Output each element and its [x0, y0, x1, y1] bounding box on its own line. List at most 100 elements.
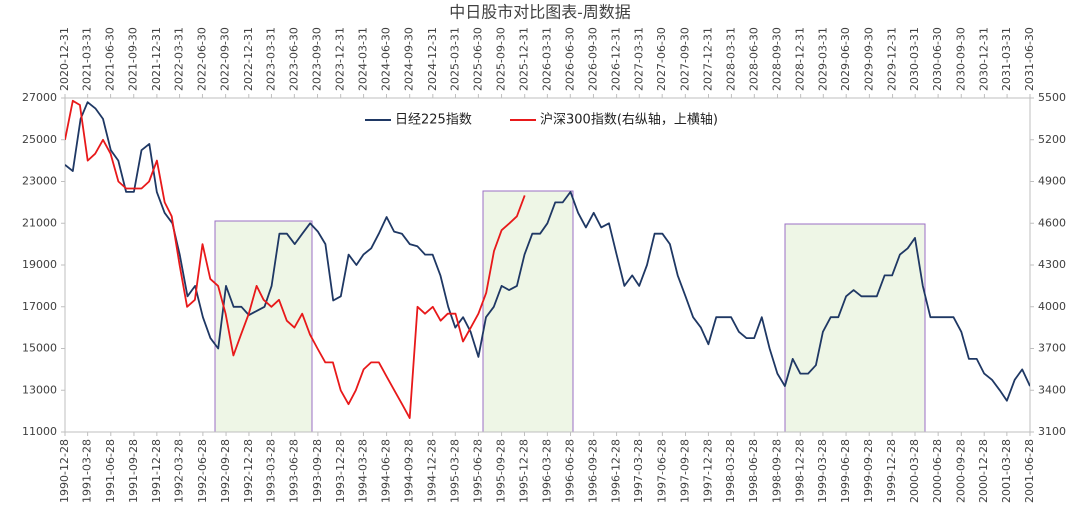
x-tick-label: 1999-03-28: [816, 439, 829, 503]
y2-tick-label: 4600: [1038, 216, 1066, 229]
x-tick-label: 1996-03-28: [540, 439, 553, 503]
x-tick-label: 1995-03-28: [448, 439, 461, 503]
x2-tick-label: 2030-12-31: [977, 27, 990, 91]
x-tick-label: 1998-03-28: [724, 439, 737, 503]
highlight-box: [482, 190, 574, 433]
y2-tick-label: 4900: [1038, 175, 1066, 188]
x-tick-label: 1998-12-28: [793, 439, 806, 503]
x2-tick-label: 2026-03-31: [540, 27, 553, 91]
x-tick-label: 1991-03-28: [81, 439, 94, 503]
x2-tick-label: 2022-12-31: [242, 27, 255, 91]
x-tick-label: 1996-12-28: [610, 439, 623, 503]
x2-tick-label: 2024-06-30: [379, 27, 392, 91]
x2-tick-label: 2029-03-31: [816, 27, 829, 91]
x2-tick-label: 2021-06-30: [104, 27, 117, 91]
x2-tick-label: 2026-06-30: [563, 27, 576, 91]
x-tick-label: 1994-09-28: [403, 439, 416, 503]
x2-tick-label: 2026-12-31: [610, 27, 623, 91]
x-tick-label: 1999-09-28: [862, 439, 875, 503]
x2-tick-label: 2025-06-30: [471, 27, 484, 91]
x2-tick-label: 2028-12-31: [794, 27, 807, 91]
x2-tick-label: 2021-03-31: [81, 27, 94, 91]
x-tick-label: 1992-03-28: [173, 439, 186, 503]
x2-tick-label: 2029-09-30: [862, 27, 875, 91]
x-tick-label: 1993-06-28: [288, 439, 301, 503]
series-line: [65, 99, 526, 419]
x-tick-label: 1997-03-28: [632, 439, 645, 503]
x2-tick-label: 2023-09-30: [311, 27, 324, 91]
x-tick-label: 1993-12-28: [334, 439, 347, 503]
highlight-box: [784, 223, 926, 433]
x2-tick-label: 2023-12-31: [334, 27, 347, 91]
highlight-boxes: [214, 190, 926, 433]
x2-tick-label: 2027-06-30: [655, 27, 668, 91]
x-tick-label: 1996-06-28: [564, 439, 577, 503]
y2-tick-label: 3100: [1038, 425, 1066, 438]
y-tick-label: 25000: [22, 133, 57, 146]
x-tick-label: 1991-12-28: [150, 439, 163, 503]
x-tick-label: 1994-03-28: [356, 439, 369, 503]
x-tick-label: 1993-09-28: [311, 439, 324, 503]
x2-tick-label: 2027-03-31: [632, 27, 645, 91]
x2-tick-label: 2024-09-30: [403, 27, 416, 91]
highlight-box: [214, 220, 313, 433]
x2-tick-label: 2029-12-31: [886, 27, 899, 91]
x2-tick-label: 2023-03-31: [264, 27, 277, 91]
x-tick-label: 1992-09-28: [219, 439, 232, 503]
y2-tick-label: 4300: [1038, 258, 1066, 271]
x2-tick-label: 2029-06-30: [839, 27, 852, 91]
x-tick-label: 2001-03-28: [1000, 439, 1013, 503]
x2-tick-label: 2023-06-30: [287, 27, 300, 91]
chart-title: 中日股市对比图表-周数据: [449, 3, 630, 22]
x-tick-label: 1992-06-28: [196, 439, 209, 503]
x2-tick-label: 2031-06-30: [1023, 27, 1036, 91]
x2-tick-label: 2024-12-31: [426, 27, 439, 91]
x2-tick-label: 2030-06-30: [931, 27, 944, 91]
x2-tick-label: 2020-12-31: [58, 27, 71, 91]
x2-tick-label: 2027-12-31: [702, 27, 715, 91]
y-tick-label: 27000: [22, 91, 57, 104]
x2-tick-label: 2028-03-31: [724, 27, 737, 91]
x-tick-label: 1992-12-28: [242, 439, 255, 503]
y-tick-label: 23000: [22, 175, 57, 188]
x-tick-label: 1995-12-28: [517, 439, 530, 503]
y-tick-label: 15000: [22, 342, 57, 355]
x2-tick-label: 2022-03-31: [173, 27, 186, 91]
legend-label: 日经225指数: [395, 113, 472, 128]
y-tick-label: 21000: [22, 216, 57, 229]
x-tick-label: 1991-09-28: [127, 439, 140, 503]
y-tick-label: 17000: [22, 300, 57, 313]
x-tick-label: 1999-06-28: [839, 439, 852, 503]
x2-tick-label: 2022-09-30: [219, 27, 232, 91]
x-tick-label: 2000-03-28: [908, 439, 921, 503]
x-tick-label: 2000-12-28: [977, 439, 990, 503]
x2-tick-label: 2030-03-31: [908, 27, 921, 91]
x-tick-label: 1998-09-28: [770, 439, 783, 503]
y2-tick-label: 3400: [1038, 383, 1066, 396]
x-tick-label: 1990-12-28: [58, 439, 71, 503]
y-tick-label: 13000: [22, 383, 57, 396]
x-tick-label: 2000-09-28: [954, 439, 967, 503]
x2-tick-label: 2030-09-30: [954, 27, 967, 91]
x-tick-label: 1991-06-28: [104, 439, 117, 503]
legend: 日经225指数 沪深300指数(右纵轴，上横轴): [365, 112, 718, 128]
x-tick-label: 1997-12-28: [701, 439, 714, 503]
x-tick-label: 1996-09-28: [587, 439, 600, 503]
y2-tick-label: 5500: [1038, 91, 1066, 104]
series-line: [65, 101, 1030, 402]
x2-tick-label: 2028-09-30: [770, 27, 783, 91]
x-tick-label: 1993-03-28: [265, 439, 278, 503]
legend-label: 沪深300指数(右纵轴，上横轴): [540, 112, 718, 128]
x2-tick-label: 2025-12-31: [518, 27, 531, 91]
x-tick-label: 1994-06-28: [380, 439, 393, 503]
x2-tick-label: 2022-06-30: [195, 27, 208, 91]
y2-tick-label: 4000: [1038, 300, 1066, 313]
y2-tick-label: 3700: [1038, 342, 1066, 355]
x-tick-label: 1997-06-28: [655, 439, 668, 503]
x-tick-label: 2001-06-28: [1023, 439, 1036, 503]
x2-tick-label: 2021-12-31: [150, 27, 163, 91]
x-tick-label: 1997-09-28: [679, 439, 692, 503]
x2-tick-label: 2026-09-30: [586, 27, 599, 91]
x2-tick-label: 2024-03-31: [357, 27, 370, 91]
